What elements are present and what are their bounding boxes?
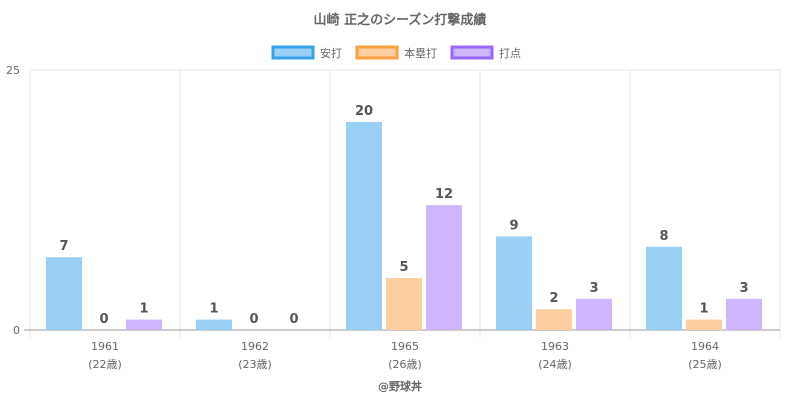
x-tick-sublabel: (24歳) xyxy=(538,358,572,371)
data-label: 1 xyxy=(699,302,708,317)
x-tick-sublabel: (25歳) xyxy=(688,358,722,371)
bar-打点 xyxy=(576,298,612,330)
y-tick-label: 25 xyxy=(6,64,20,77)
data-label: 0 xyxy=(99,312,108,327)
bar-本塁打 xyxy=(386,278,422,330)
x-tick-sublabel: (22歳) xyxy=(88,358,122,371)
x-tick-sublabel: (26歳) xyxy=(388,358,422,371)
x-tick-label: 1965 xyxy=(391,340,419,353)
x-tick-label: 1963 xyxy=(541,340,569,353)
bar-安打 xyxy=(46,257,82,330)
data-label: 7 xyxy=(59,239,68,254)
data-label: 3 xyxy=(589,281,598,296)
data-label: 1 xyxy=(209,302,218,317)
bar-本塁打 xyxy=(536,309,572,330)
bar-安打 xyxy=(646,246,682,330)
data-label: 2 xyxy=(549,291,558,306)
y-tick-label: 0 xyxy=(13,324,20,337)
bar-安打 xyxy=(346,122,382,330)
x-axis-title: @野球丼 xyxy=(378,379,422,393)
bar-打点 xyxy=(426,205,462,330)
legend-swatch-1 xyxy=(355,45,399,60)
legend-swatch-2 xyxy=(450,45,494,60)
data-label: 0 xyxy=(289,312,298,327)
chart-title: 山崎 正之のシーズン打撃成績 xyxy=(314,12,487,28)
bar-打点 xyxy=(726,298,762,330)
data-label: 8 xyxy=(659,229,668,244)
x-tick-sublabel: (23歳) xyxy=(238,358,272,371)
bar-打点 xyxy=(126,319,162,330)
bar-安打 xyxy=(496,236,532,330)
data-label: 9 xyxy=(509,218,518,233)
legend-item-2[interactable]: 打点 xyxy=(499,46,521,60)
x-tick-label: 1961 xyxy=(91,340,119,353)
data-label: 0 xyxy=(249,312,258,327)
bar-本塁打 xyxy=(686,319,722,330)
legend-swatch-0 xyxy=(271,45,315,60)
data-label: 12 xyxy=(435,187,453,202)
data-label: 3 xyxy=(739,281,748,296)
data-label: 1 xyxy=(139,302,148,317)
bar-安打 xyxy=(196,319,232,330)
legend-item-0[interactable]: 安打 xyxy=(320,46,342,60)
x-tick-label: 1962 xyxy=(241,340,269,353)
legend-item-1[interactable]: 本塁打 xyxy=(404,46,437,60)
data-label: 5 xyxy=(399,260,408,275)
data-label: 20 xyxy=(355,104,373,119)
x-tick-label: 1964 xyxy=(691,340,719,353)
